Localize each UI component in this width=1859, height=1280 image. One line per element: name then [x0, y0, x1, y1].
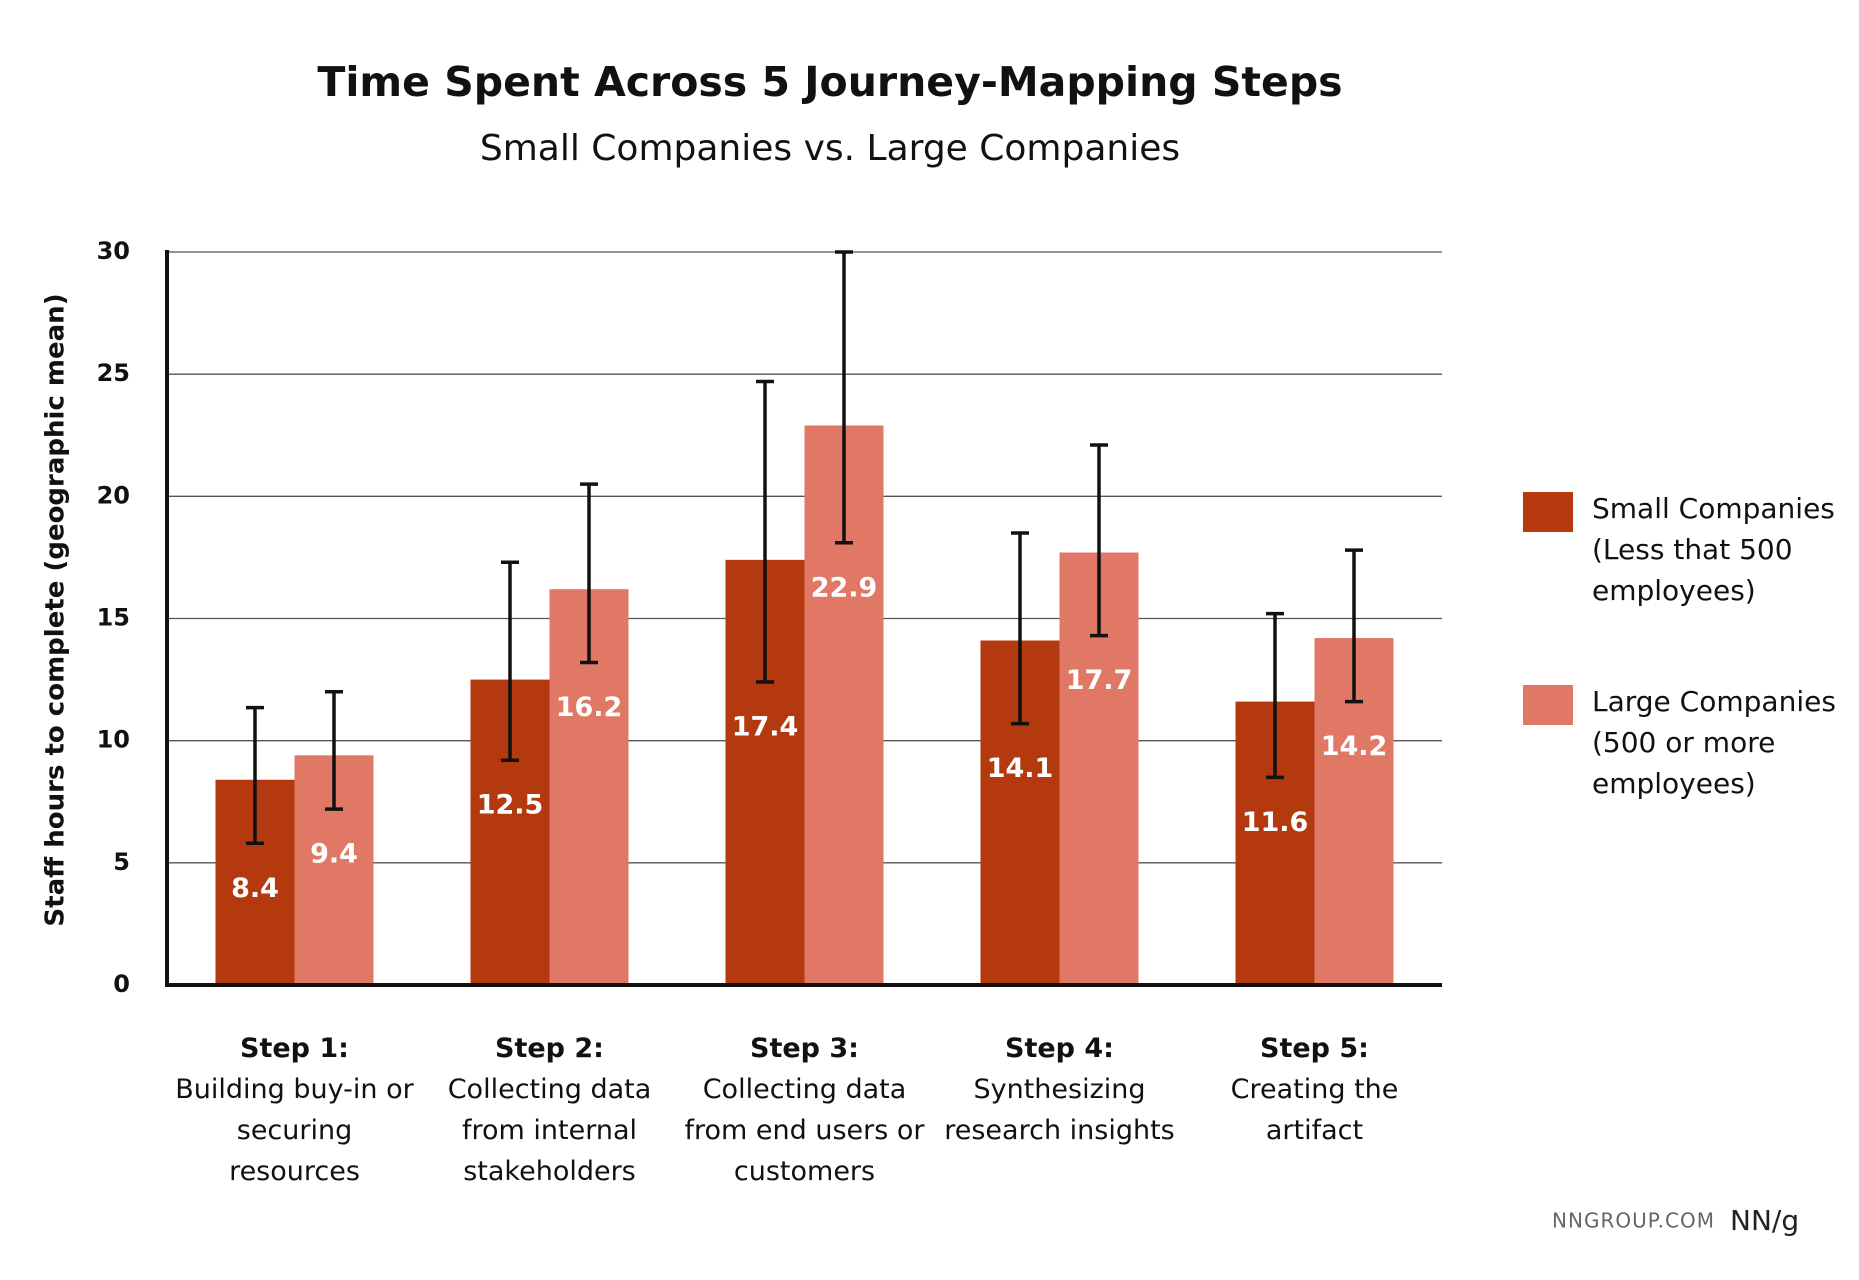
legend-swatch — [1523, 685, 1573, 725]
value-label: 8.4 — [231, 873, 279, 904]
value-label: 14.2 — [1321, 731, 1388, 762]
legend-label: Small Companies (Less that 500 employees… — [1592, 492, 1835, 607]
error-bar — [835, 250, 853, 545]
error-bar — [246, 705, 264, 846]
category-label: Step 2: Collecting data from internal sta… — [425, 1028, 675, 1192]
source: NNGROUP.COM — [1552, 1209, 1715, 1233]
category-step: Step 3: — [750, 1033, 859, 1064]
category-step: Step 5: — [1260, 1033, 1369, 1064]
category-step: Step 1: — [240, 1033, 349, 1064]
y-tick-label: 25 — [97, 359, 130, 387]
error-bar — [1345, 548, 1363, 704]
error-bar — [580, 482, 598, 665]
y-tick-label: 30 — [97, 237, 130, 265]
value-label: 9.4 — [310, 839, 358, 870]
error-bar — [1266, 611, 1284, 780]
y-tick-label: 20 — [97, 481, 130, 509]
error-bar — [501, 560, 519, 762]
category-label: Step 3: Collecting data from end users or… — [680, 1028, 930, 1192]
value-label: 12.5 — [477, 790, 544, 821]
category-step: Step 4: — [1005, 1033, 1114, 1064]
category-label: Step 4: Synthesizing research insights — [935, 1028, 1185, 1151]
error-bar — [1090, 443, 1108, 638]
y-tick-label: 10 — [97, 726, 130, 754]
error-bar — [1011, 531, 1029, 726]
chart-title: Time Spent Across 5 Journey-Mapping Step… — [317, 58, 1342, 106]
legend-swatch — [1523, 492, 1573, 532]
category-step: Step 2: — [495, 1033, 604, 1064]
value-label: 11.6 — [1242, 807, 1309, 838]
category-label: Step 1: Building buy-in or securing resou… — [170, 1028, 420, 1192]
value-label: 22.9 — [811, 572, 878, 603]
value-label: 17.4 — [732, 712, 799, 743]
chart-subtitle: Small Companies vs. Large Companies — [480, 128, 1180, 169]
error-bar — [756, 379, 774, 684]
y-tick-label: 0 — [113, 970, 130, 998]
legend-label: Large Companies (500 or more employees) — [1592, 685, 1836, 800]
category-description: Synthesizing research insights — [944, 1074, 1175, 1146]
category-description: Collecting data from internal stakeholde… — [447, 1074, 652, 1187]
value-label: 17.7 — [1066, 665, 1133, 696]
category-label: Step 5: Creating the artifact — [1190, 1028, 1440, 1151]
y-axis-label: Staff hours to complete (geographic mean… — [41, 293, 71, 926]
error-bar — [325, 690, 343, 811]
y-tick-label: 15 — [97, 604, 130, 632]
y-tick-label: 5 — [113, 848, 130, 876]
category-description: Creating the artifact — [1230, 1074, 1399, 1146]
category-description: Building buy-in or securing resources — [175, 1074, 414, 1187]
logo: NN/g — [1730, 1204, 1799, 1237]
value-label: 14.1 — [987, 753, 1054, 784]
value-label: 16.2 — [556, 692, 623, 723]
category-description: Collecting data from end users or custom… — [684, 1074, 925, 1187]
